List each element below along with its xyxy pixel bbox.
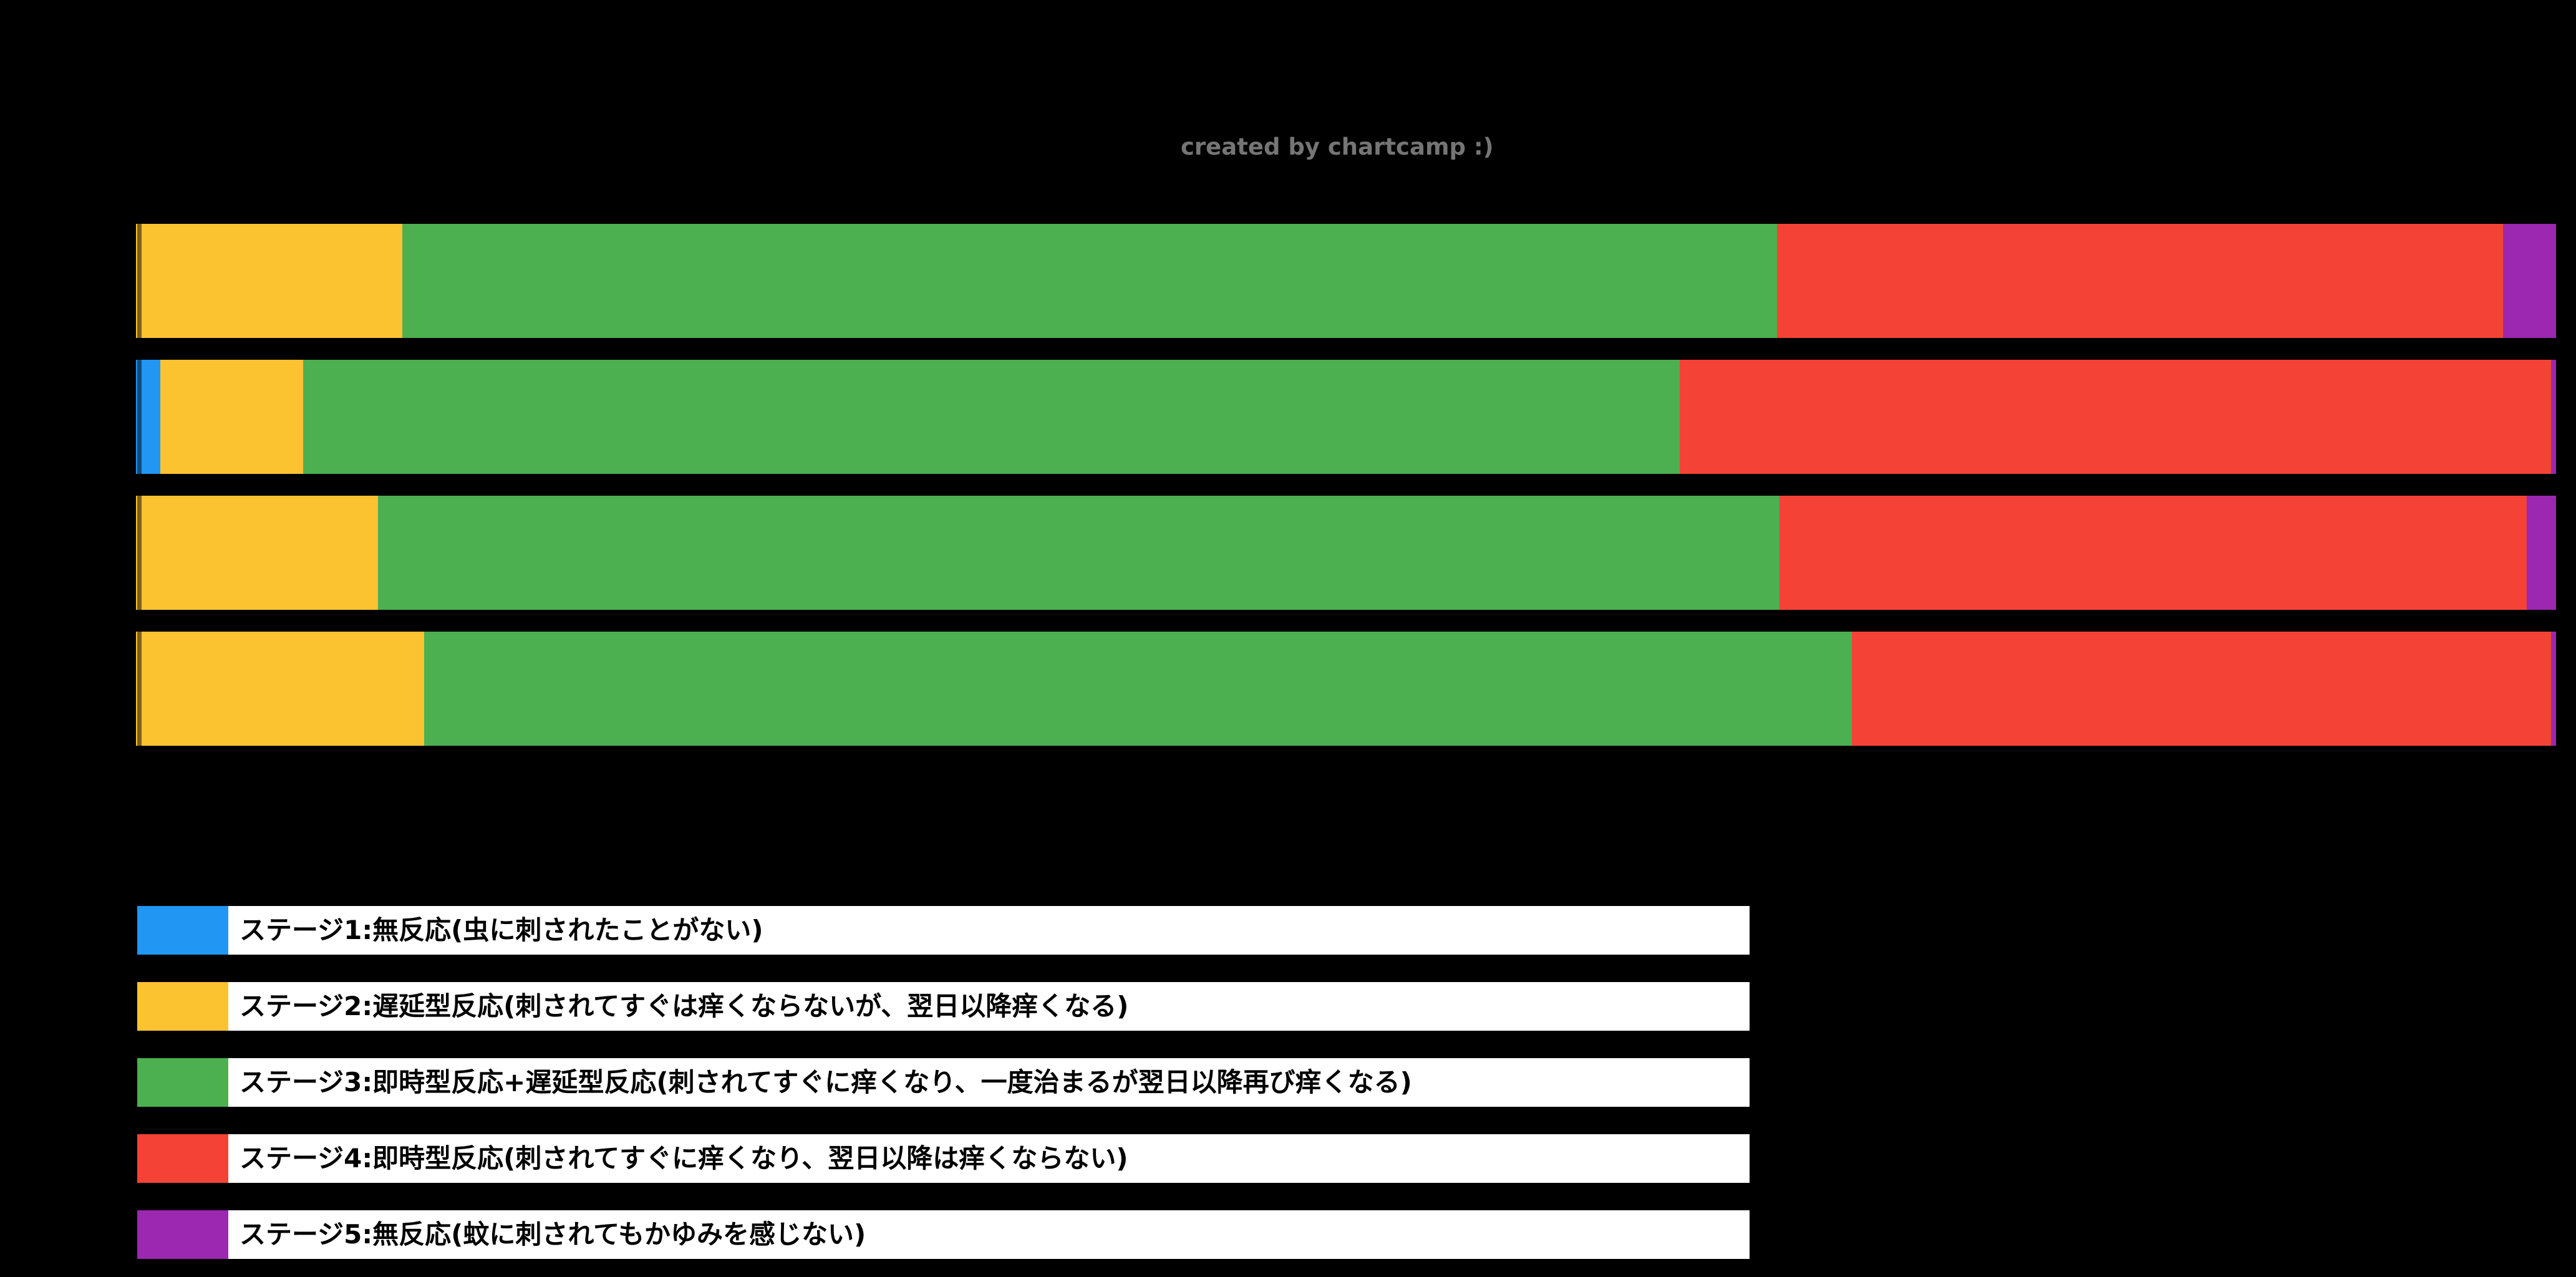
bar-segment-stage2 bbox=[160, 360, 303, 474]
bar-segment-stage3 bbox=[378, 496, 1779, 610]
stacked-bar-3 bbox=[136, 496, 2556, 610]
bar-segment-stage2 bbox=[136, 496, 378, 610]
bar-segment-stage5 bbox=[2527, 496, 2556, 610]
watermark-text: created by chartcamp :) bbox=[1181, 133, 1494, 160]
bar-segment-stage4 bbox=[1776, 224, 2503, 338]
stacked-bar-1 bbox=[136, 224, 2556, 338]
bar-segment-stage5 bbox=[2502, 224, 2556, 338]
bar-segment-stage2 bbox=[136, 224, 402, 338]
bar-segment-stage3 bbox=[303, 360, 1680, 474]
legend-color-chip-stage4 bbox=[137, 1134, 228, 1183]
legend-color-chip-stage2 bbox=[137, 982, 228, 1031]
legend-row-stage2: ステージ2:遅延型反応(刺されてすぐは痒くならないが、翌日以降痒くなる) bbox=[137, 982, 1750, 1031]
legend-label-stage2: ステージ2:遅延型反応(刺されてすぐは痒くならないが、翌日以降痒くなる) bbox=[240, 991, 1129, 1021]
stacked-bar-4 bbox=[136, 632, 2556, 746]
legend-box-stage1: ステージ1:無反応(虫に刺されたことがない) bbox=[228, 906, 1750, 955]
bar-segment-stage4 bbox=[1779, 496, 2527, 610]
bar-segment-stage5 bbox=[2551, 360, 2556, 474]
legend-box-stage3: ステージ3:即時型反応+遅延型反応(刺されてすぐに痒くなり、一度治まるが翌日以降… bbox=[228, 1058, 1750, 1107]
legend-label-stage5: ステージ5:無反応(蚊に刺されてもかゆみを感じない) bbox=[240, 1219, 866, 1250]
legend-box-stage4: ステージ4:即時型反応(刺されてすぐに痒くなり、翌日以降は痒くならない) bbox=[228, 1134, 1750, 1183]
bar-segment-stage4 bbox=[1680, 360, 2552, 474]
stacked-bar-2 bbox=[136, 360, 2556, 474]
legend-color-chip-stage3 bbox=[137, 1058, 228, 1107]
legend-box-stage5: ステージ5:無反応(蚊に刺されてもかゆみを感じない) bbox=[228, 1210, 1750, 1259]
bar-segment-stage2 bbox=[136, 632, 424, 746]
legend-row-stage5: ステージ5:無反応(蚊に刺されてもかゆみを感じない) bbox=[137, 1210, 1750, 1259]
bar-segment-stage3 bbox=[402, 224, 1777, 338]
legend-color-chip-stage5 bbox=[137, 1210, 228, 1259]
legend-box-stage2: ステージ2:遅延型反応(刺されてすぐは痒くならないが、翌日以降痒くなる) bbox=[228, 982, 1750, 1031]
bar-segment-stage5 bbox=[2551, 632, 2556, 746]
legend-row-stage3: ステージ3:即時型反応+遅延型反応(刺されてすぐに痒くなり、一度治まるが翌日以降… bbox=[137, 1058, 1750, 1107]
legend-label-stage1: ステージ1:無反応(虫に刺されたことがない) bbox=[240, 915, 763, 945]
legend-color-chip-stage1 bbox=[137, 906, 228, 955]
legend-row-stage4: ステージ4:即時型反応(刺されてすぐに痒くなり、翌日以降は痒くならない) bbox=[137, 1134, 1750, 1183]
legend-label-stage4: ステージ4:即時型反応(刺されてすぐに痒くなり、翌日以降は痒くならない) bbox=[240, 1143, 1128, 1173]
bar-segment-stage3 bbox=[424, 632, 1852, 746]
legend-label-stage3: ステージ3:即時型反応+遅延型反応(刺されてすぐに痒くなり、一度治まるが翌日以降… bbox=[240, 1067, 1412, 1097]
bar-segment-stage4 bbox=[1851, 632, 2552, 746]
y-axis-line bbox=[137, 224, 142, 746]
plot-area bbox=[136, 224, 2556, 746]
legend-row-stage1: ステージ1:無反応(虫に刺されたことがない) bbox=[137, 906, 1750, 955]
